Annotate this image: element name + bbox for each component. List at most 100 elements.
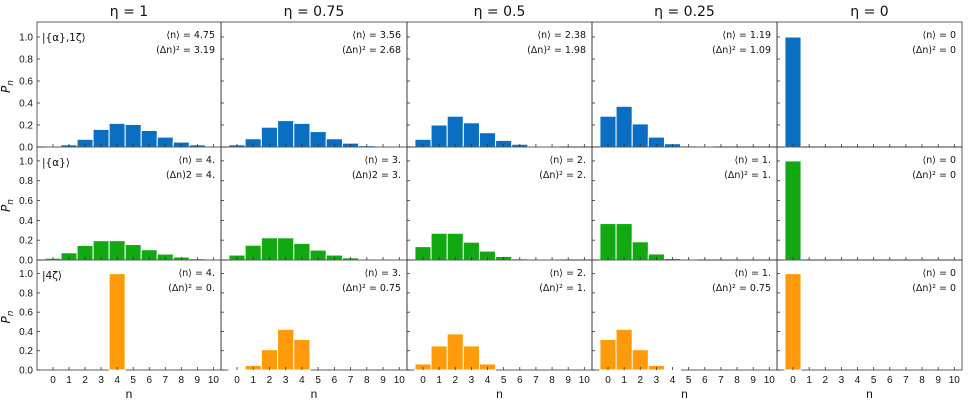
x-tick-label: 10: [764, 375, 776, 386]
y-tick-label: 0.8: [19, 176, 33, 187]
panel: ⟨n⟩ = 3. (Δn)² = 0.75 0 1 2 3 4 5 6 7 8 9 10 n: [220, 259, 408, 401]
mean-annotation: ⟨n⟩ = 3.56: [352, 30, 401, 41]
bar: [277, 328, 295, 371]
variance-annotation: (Δn)² = 0: [912, 45, 956, 56]
x-axis-label: n: [866, 387, 873, 401]
bar: [430, 232, 448, 261]
mean-annotation: ⟨n⟩ = 2.: [550, 268, 587, 279]
bar: [446, 115, 464, 148]
bar: [430, 345, 448, 371]
y-tick-label: 0.8: [19, 288, 33, 299]
column-title: η = 0.75: [284, 4, 345, 20]
variance-annotation: (Δn)2 = 3.: [352, 170, 401, 181]
x-tick-label: 1: [66, 375, 72, 386]
y-tick-label: 1.0: [19, 33, 33, 44]
x-tick-label: 7: [533, 375, 539, 386]
x-tick-label: 3: [283, 375, 289, 386]
bar: [599, 115, 617, 148]
x-tick-label: 2: [82, 375, 88, 386]
y-tick-label: 0.4: [19, 327, 33, 338]
column-title: η = 0.5: [474, 4, 526, 20]
variance-annotation: (Δn)² = 1.98: [527, 45, 586, 56]
bar: [446, 232, 464, 261]
y-tick-label: 0.2: [19, 346, 33, 357]
bar: [784, 36, 802, 148]
x-tick-label: 9: [750, 375, 756, 386]
x-tick-label: 6: [146, 375, 152, 386]
mean-annotation: ⟨n⟩ = 1.: [735, 155, 772, 166]
panel: ⟨n⟩ = 1.19 (Δn)² = 1.09: [591, 21, 778, 148]
x-tick-label: 9: [935, 375, 941, 386]
bar: [293, 339, 311, 371]
x-tick-label: 1: [621, 375, 627, 386]
panel: ⟨n⟩ = 2. (Δn)² = 1. 0 1 2 3 4 5 6 7 8 9 10 n: [406, 259, 593, 401]
panel: ⟨n⟩ = 4. (Δn)2 = 4. |{α}⟩: [36, 146, 222, 261]
y-tick-label: 0.8: [19, 55, 33, 66]
variance-annotation: (Δn)² = 3.19: [156, 45, 215, 56]
y-axis-label-main: P: [0, 85, 13, 93]
x-tick-label: 8: [179, 375, 185, 386]
panel: ⟨n⟩ = 3. (Δn)2 = 3.: [220, 146, 408, 261]
x-tick-label: 0: [605, 375, 611, 386]
x-tick-label: 10: [208, 375, 220, 386]
x-tick-label: 8: [734, 375, 740, 386]
variance-annotation: (Δn)² = 1.09: [712, 45, 771, 56]
variance-annotation: (Δn)² = 2.68: [342, 45, 401, 56]
x-tick-label: 6: [332, 375, 338, 386]
mean-annotation: ⟨n⟩ = 1.19: [722, 30, 771, 41]
y-tick-label: 0.4: [19, 99, 33, 110]
x-tick-label: 0: [50, 375, 56, 386]
variance-annotation: (Δn)² = 0: [912, 283, 956, 294]
panel: ⟨n⟩ = 1. (Δn)² = 0.75 0 1 2 3 4 5 6 7 8 9 10 n: [591, 259, 778, 401]
mean-annotation: ⟨n⟩ = 0: [923, 268, 956, 279]
variance-annotation: (Δn)² = 1.: [724, 170, 771, 181]
x-tick-label: 8: [364, 375, 370, 386]
state-label: |{α},1ζ⟩: [42, 32, 86, 44]
x-tick-label: 4: [855, 375, 861, 386]
state-label: |4ζ⟩: [42, 270, 62, 282]
mean-annotation: ⟨n⟩ = 0: [923, 155, 956, 166]
bar: [277, 120, 295, 148]
bar: [260, 349, 279, 371]
x-tick-label: 2: [452, 375, 458, 386]
mean-annotation: ⟨n⟩ = 4.: [179, 268, 216, 279]
variance-annotation: (Δn)² = 0.75: [712, 283, 771, 294]
x-tick-label: 1: [806, 375, 812, 386]
y-tick-label: 0.2: [19, 236, 33, 247]
variance-annotation: (Δn)² = 1.: [539, 283, 586, 294]
y-axis-label-sub: n: [6, 80, 16, 86]
y-axis-label: Pn: [0, 199, 16, 212]
x-axis-label: n: [681, 387, 688, 401]
bar: [293, 122, 311, 148]
bar: [615, 223, 633, 261]
x-axis-label: n: [311, 387, 318, 401]
x-tick-label: 2: [822, 375, 828, 386]
x-tick-label: 7: [718, 375, 724, 386]
panel: ⟨n⟩ = 2.38 (Δn)² = 1.98: [406, 21, 593, 148]
y-tick-label: 0.6: [19, 77, 33, 88]
x-axis-label: n: [126, 387, 133, 401]
x-tick-label: 5: [686, 375, 692, 386]
x-tick-label: 4: [670, 375, 676, 386]
mean-annotation: ⟨n⟩ = 4.75: [166, 30, 215, 41]
x-tick-label: 6: [887, 375, 893, 386]
y-tick-label: 0.0: [19, 143, 33, 154]
x-tick-label: 3: [654, 375, 660, 386]
x-tick-label: 0: [234, 375, 240, 386]
bar: [260, 237, 279, 261]
panel: ⟨n⟩ = 0 (Δn)² = 0 0 1 2 3 4 5 6 7 8 9 10 n: [776, 259, 963, 401]
x-tick-label: 8: [919, 375, 925, 386]
x-tick-label: 1: [250, 375, 256, 386]
y-axis-label: Pn: [0, 310, 16, 323]
panel: ⟨n⟩ = 4.75 (Δn)² = 3.19 |{α},1ζ⟩: [36, 21, 222, 148]
y-tick-label: 0.6: [19, 308, 33, 319]
x-tick-label: 7: [348, 375, 354, 386]
variance-annotation: (Δn)2 = 4.: [166, 170, 215, 181]
y-tick-label: 0.0: [19, 256, 33, 267]
mean-annotation: ⟨n⟩ = 4.: [179, 155, 216, 166]
bar: [784, 273, 802, 371]
x-tick-label: 7: [162, 375, 168, 386]
mean-annotation: ⟨n⟩ = 2.38: [537, 30, 586, 41]
variance-annotation: (Δn)² = 0.: [168, 283, 215, 294]
x-tick-label: 10: [949, 375, 961, 386]
